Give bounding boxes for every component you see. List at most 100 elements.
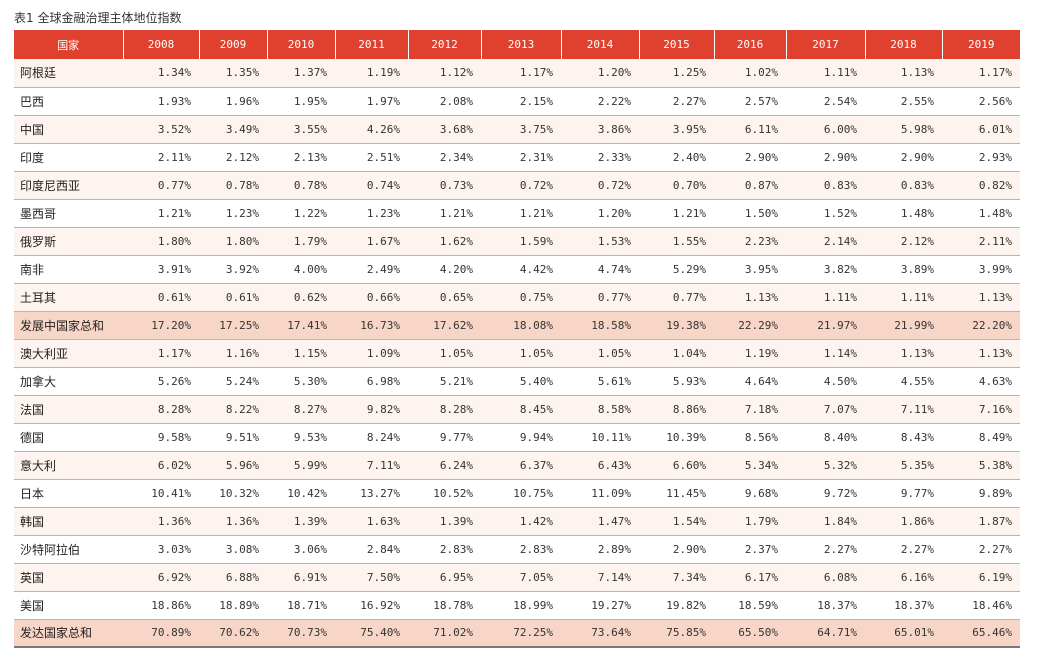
index-value-cell: 1.93% [123, 87, 199, 116]
index-value-cell: 0.87% [714, 171, 786, 200]
index-value-cell: 1.63% [335, 507, 408, 536]
index-value-cell: 7.34% [639, 563, 714, 592]
index-value-cell: 17.25% [199, 311, 267, 340]
row-country-name: 俄罗斯 [14, 227, 123, 256]
index-value-cell: 5.40% [481, 367, 561, 396]
table-row: 俄罗斯 1.80% 1.80% 1.79% 1.67% 1.62% 1.59% 1.53% 1.… [14, 227, 1020, 256]
index-value-cell: 6.02% [123, 451, 199, 480]
column-header-year: 2015 [639, 30, 715, 59]
index-value-cell: 8.49% [942, 423, 1020, 452]
index-value-cell: 9.77% [408, 423, 481, 452]
index-value-cell: 7.05% [481, 563, 561, 592]
index-value-cell: 1.02% [714, 59, 786, 88]
index-value-cell: 5.24% [199, 367, 267, 396]
index-value-cell: 8.22% [199, 395, 267, 424]
table-row: 印度尼西亚 0.77% 0.78% 0.78% 0.74% 0.73% 0.72% 0.72%… [14, 171, 1020, 200]
row-country-name: 发展中国家总和 [14, 311, 123, 340]
table-row: 日本 10.41% 10.32% 10.42% 13.27% 10.52% 10.75% 11… [14, 479, 1020, 508]
index-value-cell: 1.23% [199, 199, 267, 228]
header-row: 国家 2008 2009 2010 2011 2012 2013 2014 2015 2016 20… [14, 30, 1020, 59]
row-country-name: 墨西哥 [14, 199, 123, 228]
index-value-cell: 6.17% [714, 563, 786, 592]
index-value-cell: 8.40% [786, 423, 865, 452]
index-value-cell: 5.32% [786, 451, 865, 480]
index-value-cell: 2.11% [123, 143, 199, 172]
index-value-cell: 1.52% [786, 199, 865, 228]
index-value-cell: 10.75% [481, 479, 561, 508]
column-header-year: 2017 [786, 30, 866, 59]
index-value-cell: 1.11% [786, 283, 865, 312]
index-value-cell: 2.90% [639, 535, 714, 564]
index-value-cell: 1.05% [561, 339, 639, 368]
table-row: 澳大利亚 1.17% 1.16% 1.15% 1.09% 1.05% 1.05% 1.05% 1… [14, 339, 1020, 368]
index-value-cell: 4.00% [267, 255, 335, 284]
index-value-cell: 9.82% [335, 395, 408, 424]
index-value-cell: 7.50% [335, 563, 408, 592]
index-value-cell: 2.31% [481, 143, 561, 172]
index-value-cell: 72.25% [481, 619, 561, 648]
index-value-cell: 5.35% [865, 451, 942, 480]
index-value-cell: 3.86% [561, 115, 639, 144]
column-header-year: 2016 [714, 30, 787, 59]
index-value-cell: 0.83% [865, 171, 942, 200]
index-value-cell: 3.68% [408, 115, 481, 144]
row-country-name: 阿根廷 [14, 59, 123, 88]
index-value-cell: 8.58% [561, 395, 639, 424]
index-value-cell: 3.03% [123, 535, 199, 564]
index-value-cell: 1.34% [123, 59, 199, 88]
index-value-cell: 10.39% [639, 423, 714, 452]
index-value-cell: 0.75% [481, 283, 561, 312]
index-value-cell: 3.06% [267, 535, 335, 564]
index-value-cell: 2.22% [561, 87, 639, 116]
index-value-cell: 3.89% [865, 255, 942, 284]
index-value-cell: 1.53% [561, 227, 639, 256]
index-value-cell: 0.83% [786, 171, 865, 200]
index-value-cell: 2.51% [335, 143, 408, 172]
index-value-cell: 65.46% [942, 619, 1020, 648]
column-header-country: 国家 [14, 30, 124, 59]
column-header-year: 2013 [481, 30, 562, 59]
column-header-year: 2018 [865, 30, 943, 59]
index-value-cell: 10.41% [123, 479, 199, 508]
index-value-cell: 6.11% [714, 115, 786, 144]
index-value-cell: 1.05% [481, 339, 561, 368]
index-value-cell: 1.86% [865, 507, 942, 536]
index-value-cell: 1.12% [408, 59, 481, 88]
table-row: 南非 3.91% 3.92% 4.00% 2.49% 4.20% 4.42% 4.74% 5.2… [14, 255, 1020, 284]
index-value-cell: 2.08% [408, 87, 481, 116]
index-value-cell: 1.35% [199, 59, 267, 88]
index-value-cell: 4.64% [714, 367, 786, 396]
column-header-year: 2011 [335, 30, 409, 59]
row-country-name: 德国 [14, 423, 123, 452]
index-value-cell: 2.90% [714, 143, 786, 172]
index-value-cell: 1.59% [481, 227, 561, 256]
index-value-cell: 11.45% [639, 479, 714, 508]
index-value-cell: 13.27% [335, 479, 408, 508]
index-value-cell: 0.77% [123, 171, 199, 200]
row-country-name: 美国 [14, 591, 123, 620]
index-value-cell: 5.34% [714, 451, 786, 480]
index-value-cell: 18.99% [481, 591, 561, 620]
index-value-cell: 70.89% [123, 619, 199, 648]
table-body: 阿根廷 1.34% 1.35% 1.37% 1.19% 1.12% 1.17% 1.20% 1.… [14, 59, 1020, 648]
index-value-cell: 1.79% [267, 227, 335, 256]
index-value-cell: 2.83% [408, 535, 481, 564]
row-country-name: 印度尼西亚 [14, 171, 123, 200]
index-value-cell: 11.09% [561, 479, 639, 508]
index-value-cell: 5.38% [942, 451, 1020, 480]
index-value-cell: 2.49% [335, 255, 408, 284]
index-value-cell: 9.53% [267, 423, 335, 452]
index-value-cell: 1.50% [714, 199, 786, 228]
row-country-name: 意大利 [14, 451, 123, 480]
index-value-cell: 1.23% [335, 199, 408, 228]
index-value-cell: 2.84% [335, 535, 408, 564]
index-value-cell: 0.65% [408, 283, 481, 312]
table-row: 德国 9.58% 9.51% 9.53% 8.24% 9.77% 9.94% 10.11% 10… [14, 423, 1020, 452]
row-country-name: 沙特阿拉伯 [14, 535, 123, 564]
index-value-cell: 18.37% [865, 591, 942, 620]
index-value-cell: 6.92% [123, 563, 199, 592]
index-value-cell: 4.63% [942, 367, 1020, 396]
index-value-cell: 21.99% [865, 311, 942, 340]
row-country-name: 巴西 [14, 87, 123, 116]
table-row: 美国 18.86% 18.89% 18.71% 16.92% 18.78% 18.99% 19… [14, 591, 1020, 620]
